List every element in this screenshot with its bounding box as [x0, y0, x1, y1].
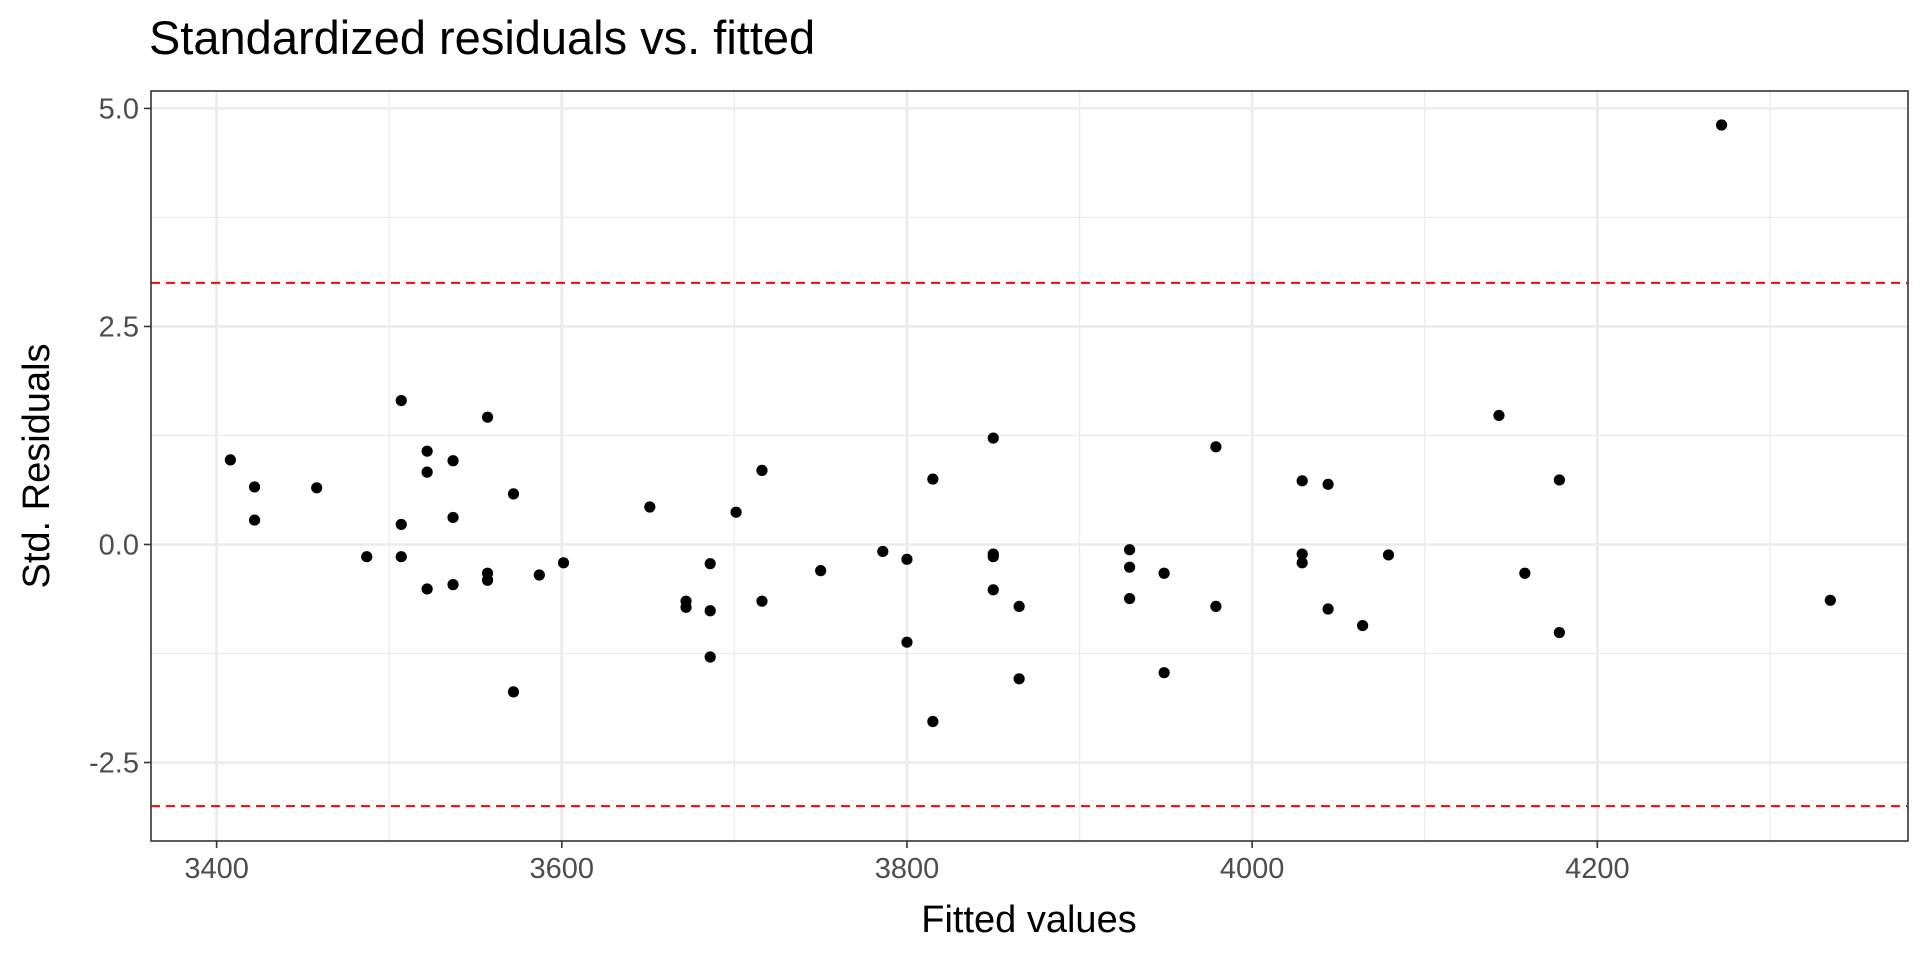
data-point: [1210, 441, 1222, 453]
data-point: [1493, 409, 1505, 422]
data-point: [248, 514, 261, 526]
data-point: [1322, 478, 1334, 490]
reference-lines: [151, 281, 1908, 808]
data-point: [1124, 561, 1136, 573]
x-tick-label: 3600: [530, 853, 595, 885]
y-tick-label: 2.5: [99, 311, 139, 343]
data-point: [680, 601, 692, 613]
data-point: [756, 595, 768, 607]
data-point: [1553, 474, 1565, 486]
chart-title: Standardized residuals vs. fitted: [149, 11, 815, 64]
data-point: [1158, 567, 1170, 579]
data-point: [644, 501, 656, 513]
data-point: [1296, 475, 1308, 487]
data-point: [447, 455, 459, 467]
data-point: [987, 584, 999, 596]
x-tick-label: 4200: [1565, 853, 1630, 885]
y-axis-title: Std. Residuals: [16, 343, 58, 588]
x-axis-ticks: 3400 3600 3800 4000 4200: [184, 841, 1630, 885]
data-point: [395, 518, 407, 531]
data-point: [447, 511, 459, 524]
data-point: [1210, 600, 1222, 613]
data-point: [987, 551, 999, 563]
data-point: [704, 605, 716, 617]
data-point: [557, 557, 570, 569]
data-point: [1519, 567, 1531, 579]
data-point: [361, 551, 373, 563]
x-axis-title: Fitted values: [921, 899, 1136, 941]
data-point: [1357, 619, 1369, 632]
y-tick-label: 5.0: [99, 93, 139, 125]
data-point: [481, 411, 494, 423]
data-point: [421, 466, 433, 478]
data-points: [224, 119, 1836, 728]
data-point: [224, 454, 236, 466]
data-point: [927, 715, 939, 728]
data-point: [901, 553, 913, 565]
data-point: [421, 583, 433, 595]
minor-gridlines: [151, 91, 1908, 841]
data-point: [1124, 544, 1136, 556]
data-point: [1013, 673, 1025, 685]
data-point: [1553, 626, 1565, 639]
data-point: [901, 636, 913, 648]
x-tick-label: 4000: [1220, 853, 1285, 885]
data-point: [533, 569, 545, 581]
x-tick-label: 3800: [875, 853, 940, 885]
data-point: [1124, 592, 1136, 605]
data-point: [1322, 603, 1334, 615]
data-point: [248, 481, 261, 493]
data-point: [815, 565, 827, 577]
data-point: [987, 432, 999, 444]
data-point: [704, 558, 716, 570]
data-point: [447, 579, 459, 591]
data-point: [507, 488, 520, 500]
data-point: [756, 464, 768, 476]
data-point: [481, 574, 494, 586]
panel-border: [150, 90, 1909, 842]
data-point: [704, 651, 716, 663]
data-point: [877, 545, 889, 558]
x-tick-label: 3400: [184, 853, 249, 885]
y-tick-label: -2.5: [89, 748, 139, 780]
data-point: [1382, 549, 1395, 561]
data-point: [1715, 119, 1728, 131]
data-point: [730, 506, 742, 518]
data-point: [507, 686, 520, 698]
data-point: [395, 551, 407, 563]
data-point: [1013, 600, 1025, 613]
y-axis-ticks: 5.0 2.5 0.0 -2.5: [89, 93, 151, 780]
data-point: [1158, 667, 1170, 679]
y-tick-label: 0.0: [99, 529, 139, 561]
data-point: [421, 445, 433, 457]
data-point: [395, 394, 407, 407]
major-gridlines: [151, 91, 1908, 841]
data-point: [311, 482, 323, 494]
data-point: [1296, 557, 1308, 569]
data-point: [1296, 548, 1308, 560]
data-point: [927, 473, 939, 485]
data-point: [1824, 594, 1836, 606]
